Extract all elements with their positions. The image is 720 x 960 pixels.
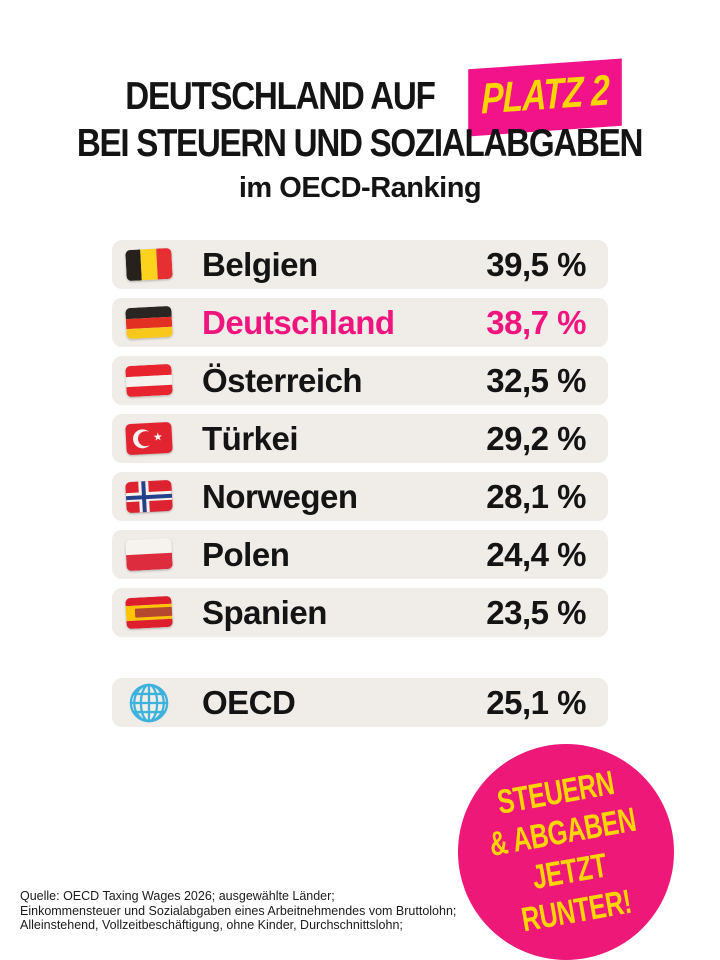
country-name: Österreich <box>202 361 363 399</box>
ranking-row-belgien: Belgien 39,5 % <box>112 240 608 289</box>
ranking-row-tuerkei: ★ Türkei 29,2 % <box>112 414 608 463</box>
country-name: Spanien <box>202 593 327 631</box>
turkey-flag-icon: ★ <box>125 421 173 456</box>
title-subtitle: im OECD-Ranking <box>238 172 482 204</box>
austria-flag-icon <box>125 363 173 398</box>
country-value: 39,5 % <box>486 245 586 283</box>
germany-flag-icon <box>125 305 173 340</box>
source-line: Einkommensteuer und Sozialabgaben eines … <box>20 903 457 918</box>
title-line2: BEI STEUERN UND SOZIALABGABEN <box>77 122 644 165</box>
source-line: Quelle: OECD Taxing Wages 2026; ausgewäh… <box>20 889 335 903</box>
country-value: 23,5 % <box>486 593 586 631</box>
oecd-value: 25,1 % <box>486 683 586 721</box>
oecd-summary-wrap: OECD 25,1 % <box>112 678 608 727</box>
belgium-flag-icon <box>125 247 173 282</box>
poland-flag-icon <box>125 537 173 572</box>
country-name: Polen <box>202 535 290 573</box>
country-name: Norwegen <box>202 477 358 515</box>
country-name: Deutschland <box>202 303 395 341</box>
source-note: Quelle: OECD Taxing Wages 2026; ausgewäh… <box>20 889 456 933</box>
country-value: 32,5 % <box>486 361 586 399</box>
ranking-row-spanien: Spanien 23,5 % <box>112 588 608 637</box>
ranking-row-polen: Polen 24,4 % <box>112 530 608 579</box>
country-name: Belgien <box>202 245 318 283</box>
oecd-label: OECD <box>202 683 296 721</box>
globe-icon <box>129 683 169 722</box>
campaign-badge: STEUERN & ABGABEN JETZT RUNTER! <box>458 744 674 960</box>
country-name: Türkei <box>202 419 299 457</box>
platz2-highlight-text: PLATZ 2 <box>481 65 609 124</box>
country-value: 38,7 % <box>486 303 586 341</box>
ranking-row-oesterreich: Österreich 32,5 % <box>112 356 608 405</box>
country-value: 29,2 % <box>486 419 586 457</box>
campaign-badge-text: STEUERN & ABGABEN JETZT RUNTER! <box>479 760 653 943</box>
ranking-row-norwegen: Norwegen 28,1 % <box>112 472 608 521</box>
spain-flag-icon <box>125 595 173 630</box>
ranking-row-oecd: OECD 25,1 % <box>112 678 608 727</box>
country-value: 24,4 % <box>486 535 586 573</box>
title-line1: DEUTSCHLAND AUF <box>125 75 436 118</box>
source-line: Alleinstehend, Vollzeitbeschäftigung, oh… <box>20 918 403 932</box>
title-line2-wrap: BEI STEUERN UND SOZIALABGABEN <box>0 122 720 166</box>
ranking-row-deutschland: Deutschland 38,7 % <box>112 298 608 347</box>
country-value: 28,1 % <box>486 477 586 515</box>
norway-flag-icon <box>125 479 173 514</box>
title-line1-wrap: DEUTSCHLAND AUF PLATZ 2 <box>0 58 720 136</box>
ranking-list: Belgien 39,5 % Deutschland 38,7 % Österr… <box>112 240 608 637</box>
